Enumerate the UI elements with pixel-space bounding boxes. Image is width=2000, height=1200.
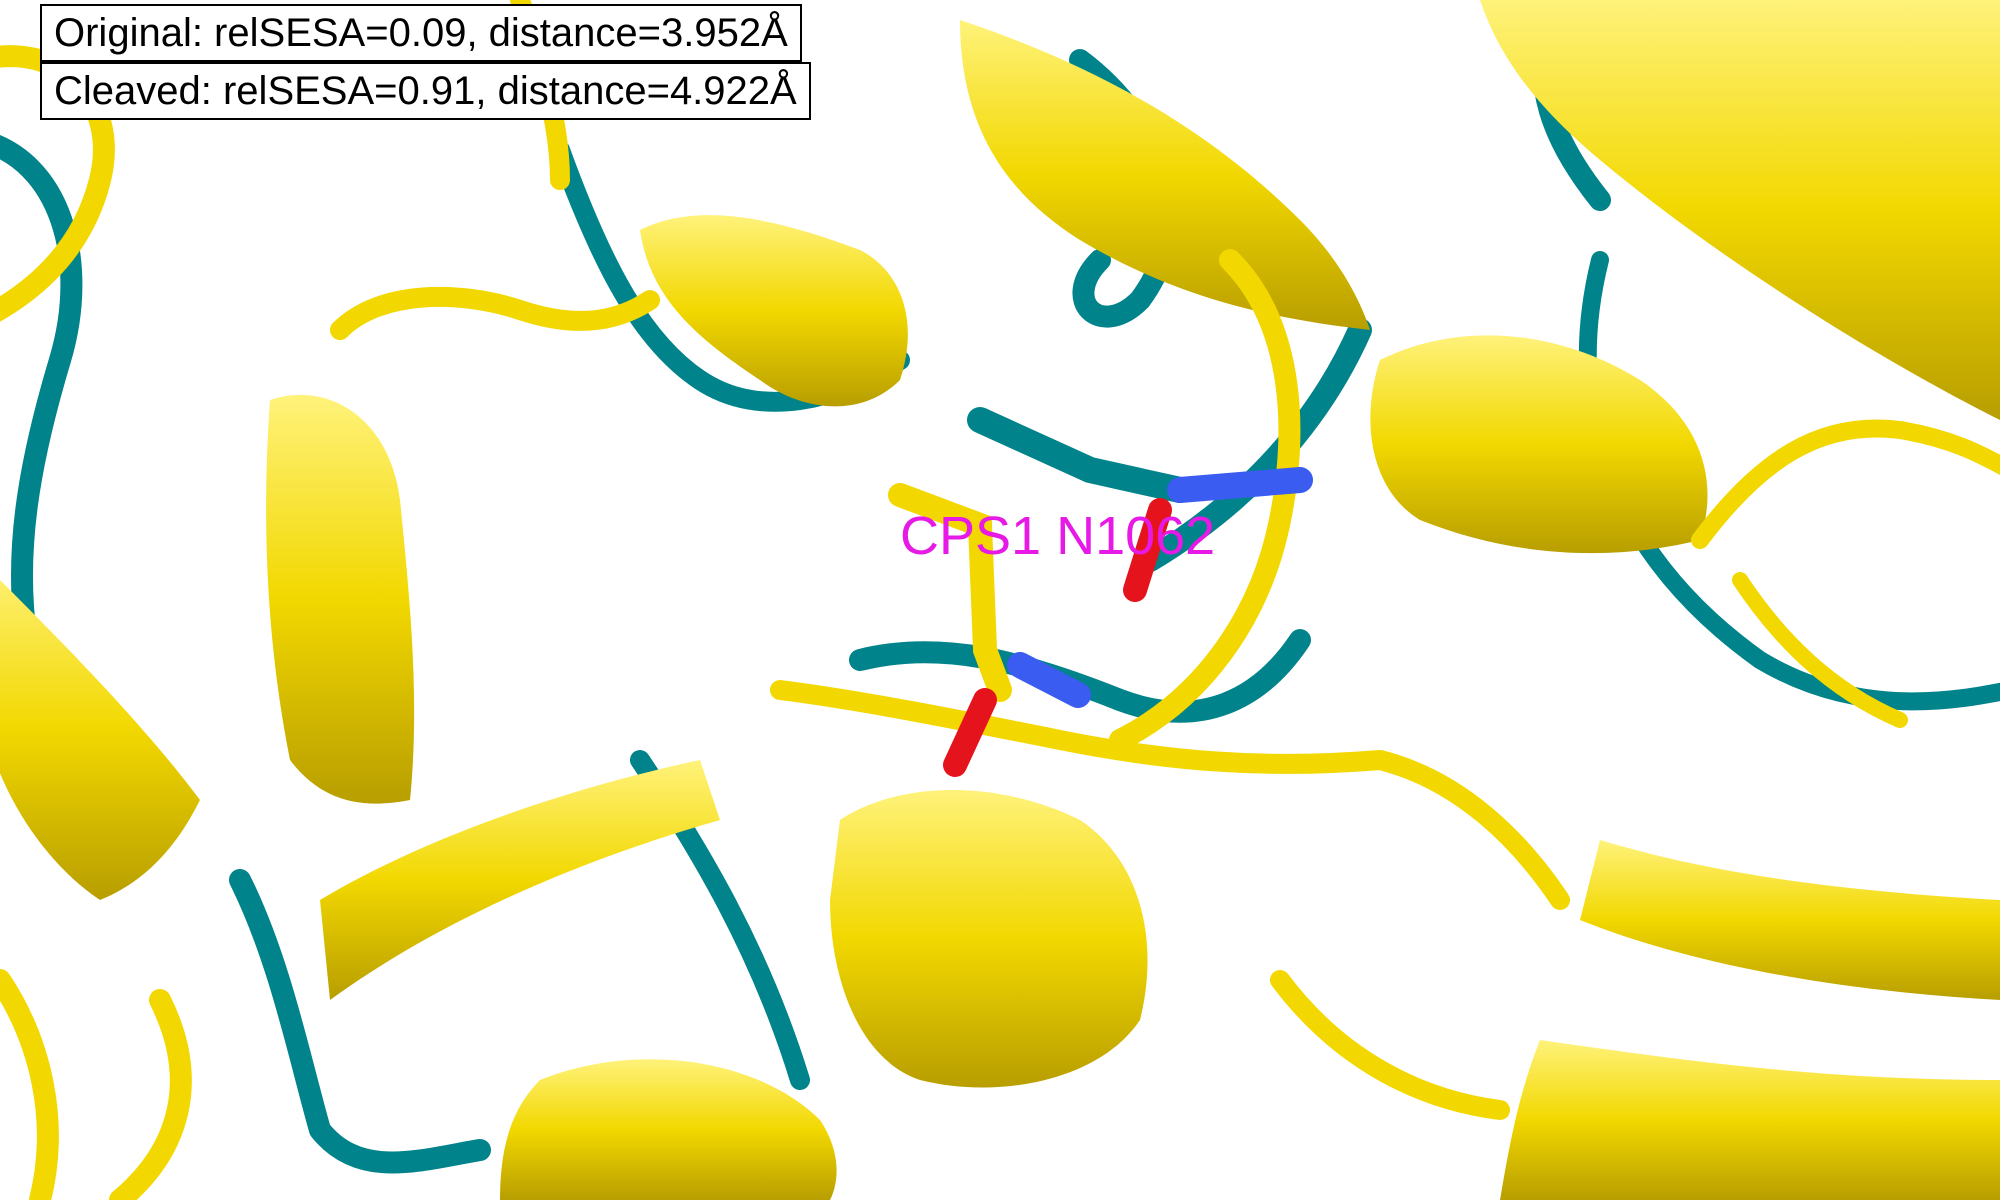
yellow-helix xyxy=(960,20,1370,330)
original-metrics-box: Original: relSESA=0.09, distance=3.952Å xyxy=(40,4,802,62)
yellow-helix xyxy=(830,790,1148,1088)
teal-oxygen-stick xyxy=(1123,498,1172,602)
yellow-coil xyxy=(1691,419,2000,549)
yellow-helix xyxy=(1370,335,1708,554)
yellow-coil xyxy=(1270,970,1510,1120)
yellow-coil xyxy=(109,989,192,1200)
teal-side-chain xyxy=(967,407,1193,503)
yellow-sheet xyxy=(1580,840,2000,1000)
teal-coil xyxy=(849,629,1311,723)
yellow-sheet xyxy=(266,394,415,804)
yellow-helix xyxy=(640,215,908,407)
yellow-coil xyxy=(330,286,660,340)
teal-coil xyxy=(1138,318,1372,572)
teal-coil xyxy=(0,135,83,671)
yellow-helix xyxy=(500,1059,837,1200)
yellow-nitrogen-stick xyxy=(1007,652,1091,708)
yellow-oxygen-stick xyxy=(943,688,997,777)
yellow-side-chain xyxy=(888,483,1012,702)
yellow-coil xyxy=(0,969,59,1200)
teal-nitrogen-stick xyxy=(1167,467,1313,503)
yellow-coil xyxy=(1732,572,1908,728)
yellow-sheet xyxy=(1480,0,2000,420)
yellow-sheet xyxy=(0,580,200,900)
yellow-sheet xyxy=(320,760,720,1000)
residue-label: CPS1 N1062 xyxy=(900,506,1216,566)
yellow-sheet xyxy=(1500,1040,2000,1200)
yellow-coil xyxy=(1370,750,1570,910)
yellow-coil xyxy=(1109,249,1301,751)
teal-coil xyxy=(229,869,491,1174)
cleaved-metrics-box: Cleaved: relSESA=0.91, distance=4.922Å xyxy=(40,62,811,120)
yellow-coil xyxy=(770,680,1390,774)
residue-sticks xyxy=(888,407,1313,777)
